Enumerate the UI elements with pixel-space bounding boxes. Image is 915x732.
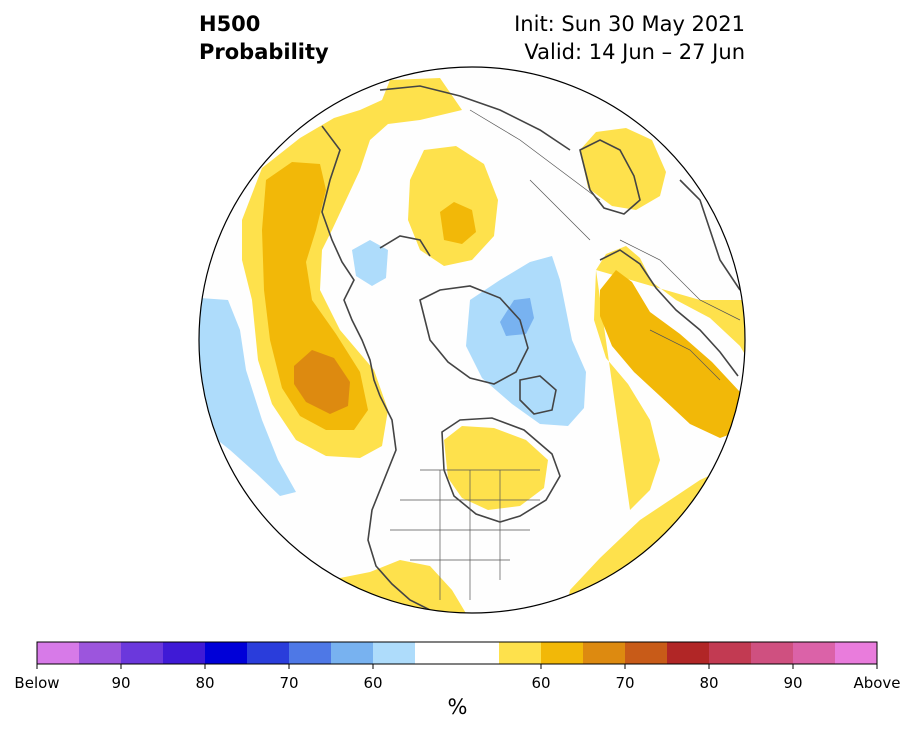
colorbar-cell [793,642,836,664]
colorbar-unit-label: % [447,695,468,719]
colorbar-cell [835,642,878,664]
colorbar-cell [625,642,668,664]
colorbar-tick-label: 70 [279,674,298,692]
colorbar-ticks: Below 90 80 70 60 60 70 80 90 Above [14,664,901,692]
colorbar-cell [457,642,500,664]
colorbar-frame [36,641,878,665]
coastlines [321,85,741,611]
colorbar-tick-label: 60 [363,674,382,692]
colorbar-cell [205,642,248,664]
colorbar-cell [751,642,794,664]
colorbar-tick-label: 90 [111,674,130,692]
title-product: Probability [199,40,329,64]
anomaly-below-pacific [199,298,296,496]
chart-title-left: H500 Probability [199,10,329,66]
colorbar-cells [37,642,878,664]
colorbar-cell [373,642,416,664]
colorbar-cell [541,642,584,664]
colorbar-cell [709,642,752,664]
colorbar-cell [667,642,710,664]
colorbar-tick-label: Below [14,674,59,692]
valid-period: Valid: 14 Jun – 27 Jun [524,40,745,64]
colorbar-tick-label: 90 [783,674,802,692]
colorbar-cell [37,642,80,664]
anomaly-above-pacific-strong [294,350,350,414]
colorbar-cell [289,642,332,664]
chart-title-right: Init: Sun 30 May 2021 Valid: 14 Jun – 27… [514,10,745,66]
map-disk [199,67,745,613]
anomaly-above-scandinavia [580,128,666,210]
colorbar-tick-label: Above [853,674,900,692]
init-date: Init: Sun 30 May 2021 [514,12,745,36]
anomaly-below-siberia [352,240,388,286]
colorbar-tick-label: 80 [699,674,718,692]
anomaly-above-europe-medium [600,270,742,438]
colorbar-tick-label: 60 [531,674,550,692]
colorbar-cell [79,642,122,664]
colorbar-cell [247,642,290,664]
colorbar-cell [331,642,374,664]
polar-stereographic-map [198,66,746,614]
title-variable: H500 [199,12,261,36]
map-border [198,66,746,614]
anomaly-above-pacific-asia-medium [262,162,368,430]
colorbar-cell [583,642,626,664]
colorbar-tick-label: 70 [615,674,634,692]
colorbar-cell [163,642,206,664]
colorbar-tick-label: 80 [195,674,214,692]
anomaly-above-siberia-medium [440,202,476,244]
colorbar-cell [121,642,164,664]
anomaly-above-gulf [330,560,470,613]
colorbar-cell [499,642,542,664]
political-borders [390,109,741,600]
colorbar-cell [415,642,458,664]
